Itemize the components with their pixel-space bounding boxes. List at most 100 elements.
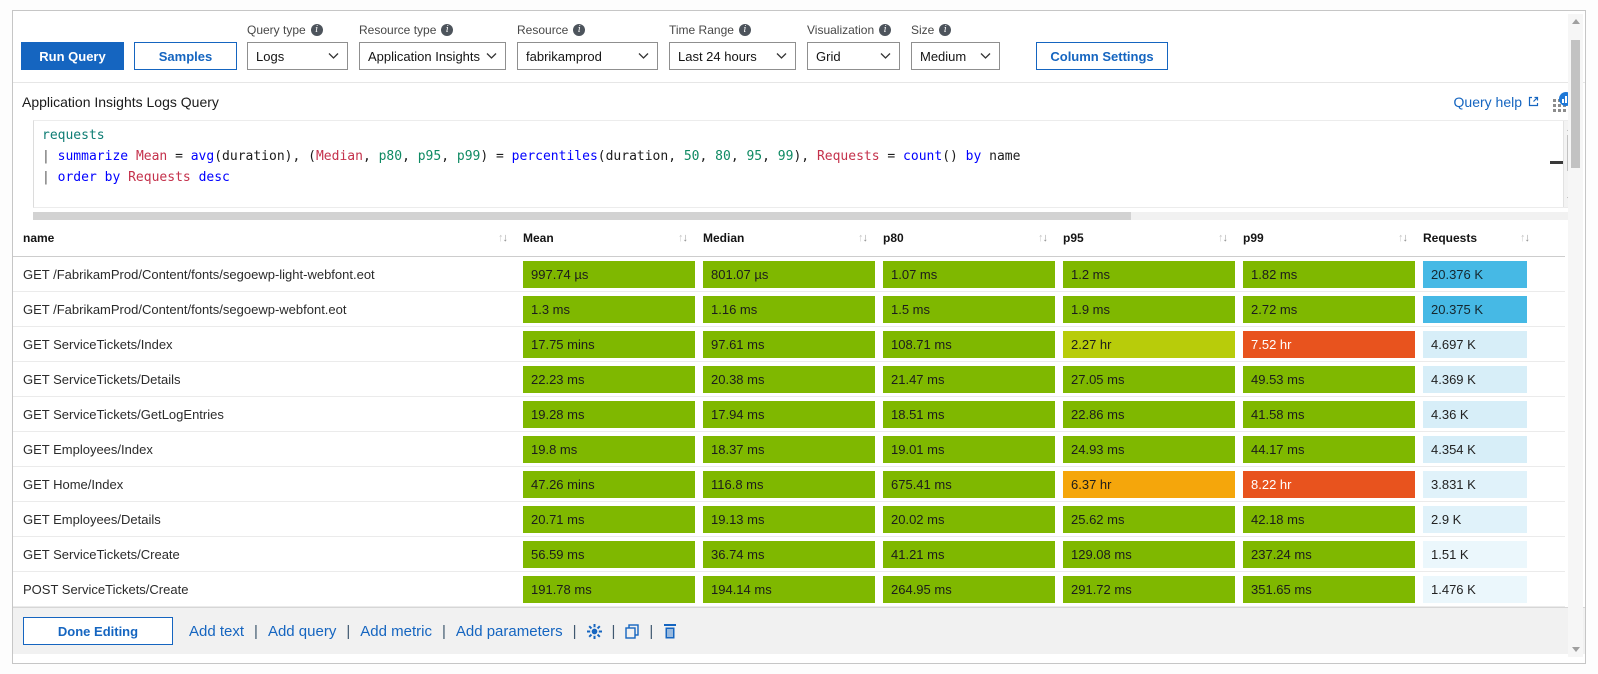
sort-icons[interactable]: ↑↓	[1520, 232, 1530, 244]
field-label-resource: Resource i	[517, 23, 658, 37]
value-cell: 25.62 ms	[1063, 505, 1235, 533]
time_range-dropdown[interactable]: Last 24 hours	[669, 42, 796, 70]
sort-icons[interactable]: ↑↓	[678, 232, 688, 244]
cell: 2.9 K	[1423, 505, 1545, 533]
scroll-up-icon[interactable]	[1571, 19, 1580, 24]
visualization-dropdown[interactable]: Grid	[807, 42, 900, 70]
sort-icons[interactable]: ↑↓	[1218, 232, 1228, 244]
cell: 237.24 ms	[1243, 540, 1423, 568]
add-text-link[interactable]: Add text	[189, 622, 245, 640]
query-code[interactable]: requests | summarize Mean = avg(duration)…	[34, 121, 1578, 188]
value-cell: 291.72 ms	[1063, 575, 1235, 603]
column-label: p80	[883, 231, 904, 245]
cell: 3.831 K	[1423, 470, 1545, 498]
table-row[interactable]: POST ServiceTickets/Create 191.78 ms 194.1…	[13, 572, 1565, 607]
cell: 21.47 ms	[883, 365, 1063, 393]
table-row[interactable]: GET Home/Index 47.26 mins 116.8 ms 675.41 m…	[13, 467, 1565, 502]
row-name: POST ServiceTickets/Create	[23, 581, 189, 597]
table-row[interactable]: GET /FabrikamProd/Content/fonts/segoewp-…	[13, 257, 1565, 292]
column-header-p99[interactable]: p99 ↑↓	[1243, 231, 1423, 245]
selected-value: Medium	[920, 48, 967, 64]
value-cell: 3.831 K	[1423, 470, 1527, 498]
value-cell: 20.375 K	[1423, 295, 1527, 323]
add-query-link[interactable]: Add query	[267, 622, 337, 640]
resource_type-dropdown[interactable]: Application Insights	[359, 42, 506, 70]
copy-icon[interactable]	[625, 623, 640, 639]
editor-hscroll-thumb[interactable]	[33, 212, 1131, 220]
query-section-header: Application Insights Logs Query Query he…	[13, 83, 1585, 120]
table-row[interactable]: GET ServiceTickets/Details 22.23 ms 20.38 …	[13, 362, 1565, 397]
column-header-median[interactable]: Median ↑↓	[703, 231, 883, 245]
cell: 4.354 K	[1423, 435, 1545, 463]
sort-icons[interactable]: ↑↓	[1398, 232, 1408, 244]
cell: 20.71 ms	[523, 505, 703, 533]
cell: 22.86 ms	[1063, 400, 1243, 428]
toolbar-fields: Query type i Logs Resource type i Application…	[247, 23, 1000, 70]
value-cell: 17.75 mins	[523, 330, 695, 358]
column-header-name[interactable]: name ↑↓	[23, 231, 523, 245]
value-cell: 21.47 ms	[883, 365, 1055, 393]
column-header-p95[interactable]: p95 ↑↓	[1063, 231, 1243, 245]
samples-button[interactable]: Samples	[134, 42, 237, 70]
value-cell: 4.354 K	[1423, 435, 1527, 463]
cell: 108.71 ms	[883, 330, 1063, 358]
cell: 36.74 ms	[703, 540, 883, 568]
sort-icons[interactable]: ↑↓	[498, 232, 508, 244]
column-header-requests[interactable]: Requests ↑↓	[1423, 231, 1545, 245]
sort-icons[interactable]: ↑↓	[1038, 232, 1048, 244]
row-name: GET Employees/Index	[23, 441, 153, 457]
results-grid: name ↑↓ Mean ↑↓ Median ↑↓ p80 ↑↓ p95 ↑↓ p99 ↑↓ Reque…	[13, 14, 1585, 657]
separator: |	[572, 622, 577, 640]
column-label: name	[23, 231, 55, 245]
chevron-down-icon	[880, 53, 891, 59]
trash-icon[interactable]	[663, 623, 677, 639]
table-row[interactable]: GET ServiceTickets/Create 56.59 ms 36.74 m…	[13, 537, 1565, 572]
value-cell: 997.74 µs	[523, 260, 695, 288]
field-label-size: Size i	[911, 23, 1000, 37]
table-row[interactable]: GET /FabrikamProd/Content/fonts/segoewp-…	[13, 292, 1565, 327]
sort-icons[interactable]: ↑↓	[858, 232, 868, 244]
value-cell: 4.36 K	[1423, 400, 1527, 428]
kql-query-editor[interactable]: requests | summarize Mean = avg(duration)…	[33, 120, 1579, 208]
cell: 6.37 hr	[1063, 470, 1243, 498]
column-settings-button[interactable]: Column Settings	[1036, 42, 1168, 70]
column-header-mean[interactable]: Mean ↑↓	[523, 231, 703, 245]
value-cell: 1.16 ms	[703, 295, 875, 323]
add-parameters-link[interactable]: Add parameters	[455, 622, 563, 640]
value-cell: 18.51 ms	[883, 400, 1055, 428]
value-cell: 19.8 ms	[523, 435, 695, 463]
size-dropdown[interactable]: Medium	[911, 42, 1000, 70]
column-header-p80[interactable]: p80 ↑↓	[883, 231, 1063, 245]
query_type-dropdown[interactable]: Logs	[247, 42, 348, 70]
query-toolbar: Run Query Samples Query type i Logs Resourc…	[13, 11, 1585, 83]
value-cell: 801.07 µs	[703, 260, 875, 288]
resource-dropdown[interactable]: fabrikamprod	[517, 42, 658, 70]
grid-scroll-thumb[interactable]	[1571, 40, 1580, 168]
done-editing-button[interactable]: Done Editing	[23, 617, 173, 645]
separator: |	[649, 622, 654, 640]
gear-icon[interactable]	[586, 623, 602, 639]
table-row[interactable]: GET ServiceTickets/Index 17.75 mins 97.61 …	[13, 327, 1565, 362]
table-row[interactable]: GET Employees/Details 20.71 ms 19.13 ms 20.…	[13, 502, 1565, 537]
run-query-button[interactable]: Run Query	[21, 42, 124, 70]
add-metric-link[interactable]: Add metric	[360, 622, 432, 640]
value-cell: 6.37 hr	[1063, 470, 1235, 498]
cell: 264.95 ms	[883, 575, 1063, 603]
query-help-label: Query help	[1453, 93, 1522, 110]
editor-horizontal-scrollbar[interactable]	[33, 212, 1579, 220]
cell: 97.61 ms	[703, 330, 883, 358]
grid-vertical-scrollbar[interactable]	[1568, 14, 1583, 657]
table-row[interactable]: GET Employees/Index 19.8 ms 18.37 ms 19.01 …	[13, 432, 1565, 467]
table-row[interactable]: GET ServiceTickets/GetLogEntries 19.28 ms…	[13, 397, 1565, 432]
field-label-query_type: Query type i	[247, 23, 348, 37]
separator: |	[254, 622, 258, 640]
cell: 675.41 ms	[883, 470, 1063, 498]
column-label: Median	[703, 231, 745, 245]
selected-value: Application Insights	[368, 48, 481, 64]
value-cell: 2.72 ms	[1243, 295, 1415, 323]
value-cell: 675.41 ms	[883, 470, 1055, 498]
query-help-link[interactable]: Query help	[1454, 94, 1540, 110]
cell: 1.3 ms	[523, 295, 703, 323]
scroll-down-icon[interactable]	[1571, 647, 1580, 652]
cell: 4.697 K	[1423, 330, 1545, 358]
